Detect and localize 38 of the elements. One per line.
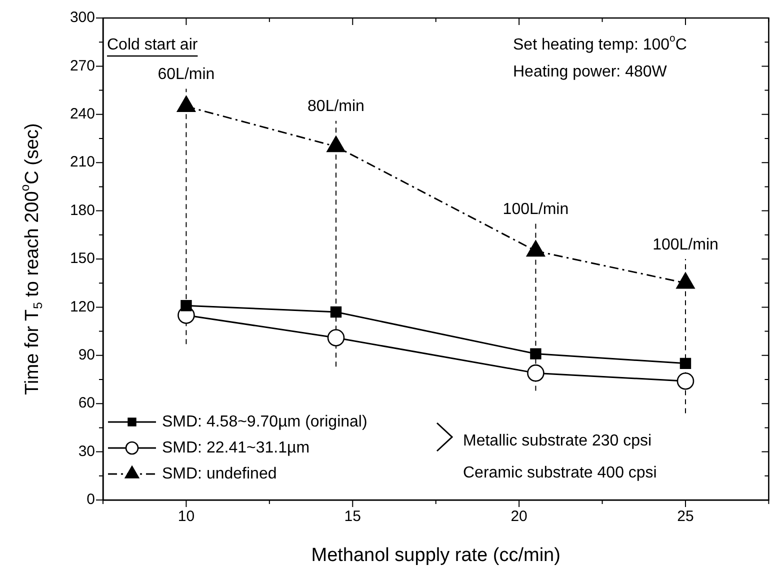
annotation: 60L/min [158,66,215,84]
point [330,306,342,318]
annotation: Cold start air [107,36,198,54]
point [326,136,346,152]
x-tick-label: 15 [344,508,361,526]
legend-label: SMD: 4.58~9.70µm (original) [162,413,368,430]
y-tick-label: 60 [78,394,95,412]
legend-label: SMD: 22.41~31.1µm [162,439,310,456]
point [176,96,196,112]
point [327,329,345,346]
point [680,358,692,370]
y-tick-label: 210 [70,154,95,171]
x-tick-label: 20 [510,508,528,526]
point [180,300,192,312]
point [527,364,544,382]
annotation: Metallic substrate 230 cpsi [463,432,652,450]
point [676,372,694,390]
annotation: 100L/min [502,201,569,218]
legend-label: SMD: undefined [162,465,277,482]
point [526,240,546,257]
annotation: Ceramic substrate 400 cpsi [463,464,657,482]
y-tick-label: 240 [70,106,95,123]
y-tick-label: 150 [70,250,95,268]
x-tick-label: 10 [178,508,195,526]
y-tick-label: 0 [86,491,95,508]
y-tick-label: 120 [70,298,95,316]
x-axis-title: Methanol supply rate (cc/min) [311,545,560,566]
y-tick-label: 180 [70,202,95,219]
x-tick-label: 25 [677,508,694,526]
annotation: Heating power: 480W [513,63,668,80]
y-tick-label: 90 [78,346,95,364]
y-tick-label: 270 [70,57,95,74]
annotation: 80L/min [308,98,364,116]
y-axis-title: Time for T5 to reach 200oC (sec) [18,123,46,395]
y-tick-label: 300 [70,9,95,26]
y-tick-label: 30 [78,442,95,460]
annotation: 100L/min [652,236,718,254]
point [530,348,542,360]
